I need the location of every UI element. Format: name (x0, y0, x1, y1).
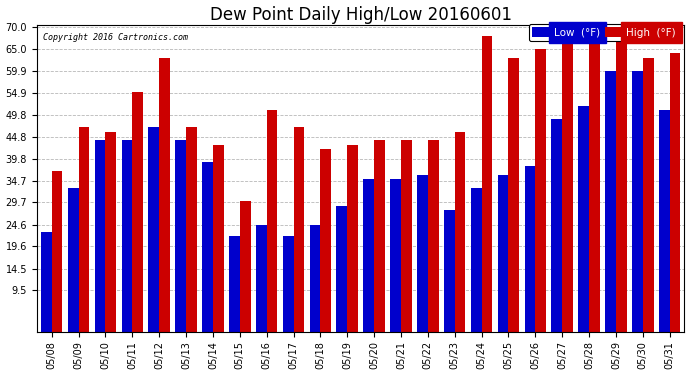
Bar (364, 180, 374, 332)
Bar (202, 162, 213, 332)
Bar (106, 132, 116, 332)
Bar (186, 127, 197, 332)
Bar (283, 236, 293, 332)
Bar (175, 140, 186, 332)
Bar (256, 225, 266, 332)
Bar (213, 145, 224, 332)
Bar (337, 206, 347, 332)
Bar (471, 188, 482, 332)
Bar (616, 40, 627, 332)
Bar (428, 140, 439, 332)
Bar (132, 93, 143, 332)
Bar (605, 71, 616, 332)
Bar (68, 188, 79, 332)
Bar (52, 171, 62, 332)
Bar (497, 175, 509, 332)
Bar (524, 166, 535, 332)
Bar (347, 145, 358, 332)
Bar (444, 210, 455, 332)
Bar (310, 225, 320, 332)
Bar (670, 53, 680, 332)
Bar (401, 140, 412, 332)
Bar (632, 71, 643, 332)
Bar (659, 110, 670, 332)
Bar (509, 58, 519, 332)
Bar (79, 127, 89, 332)
Bar (293, 127, 304, 332)
Title: Dew Point Daily High/Low 20160601: Dew Point Daily High/Low 20160601 (210, 6, 512, 24)
Bar (535, 49, 546, 332)
Bar (482, 36, 493, 332)
Bar (148, 127, 159, 332)
Bar (95, 140, 106, 332)
Bar (417, 175, 428, 332)
Bar (578, 105, 589, 332)
Bar (41, 232, 52, 332)
Bar (589, 40, 600, 332)
Bar (239, 201, 250, 332)
Bar (320, 149, 331, 332)
Bar (159, 58, 170, 332)
Bar (551, 118, 562, 332)
Bar (643, 58, 653, 332)
Bar (455, 132, 466, 332)
Bar (229, 236, 239, 332)
Bar (121, 140, 132, 332)
Bar (266, 110, 277, 332)
Bar (562, 23, 573, 332)
Text: Copyright 2016 Cartronics.com: Copyright 2016 Cartronics.com (43, 33, 188, 42)
Bar (374, 140, 385, 332)
Bar (391, 180, 401, 332)
Legend: Low  (°F), High  (°F): Low (°F), High (°F) (529, 24, 679, 40)
